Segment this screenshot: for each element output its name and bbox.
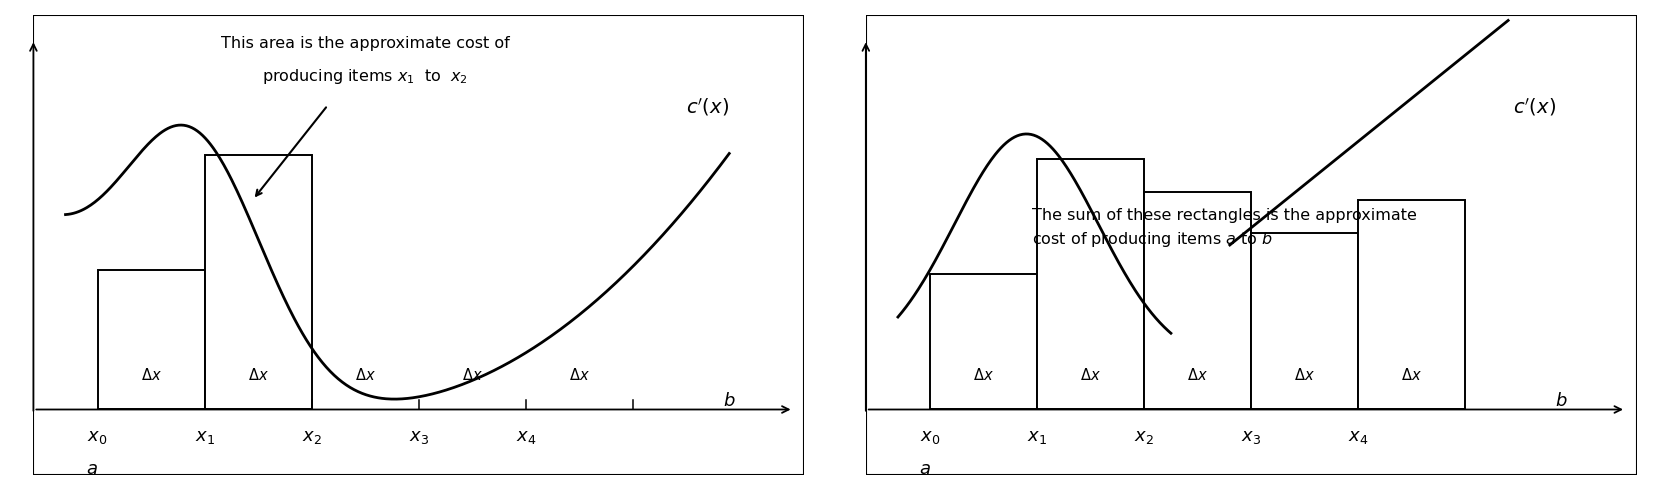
Bar (1144, 192, 1251, 410)
Text: $\Delta x$: $\Delta x$ (1080, 367, 1101, 383)
Bar (865, 15, 1637, 475)
Text: $x_1$: $x_1$ (195, 428, 215, 445)
Text: producing items $x_1$  to  $x_2$: producing items $x_1$ to $x_2$ (262, 67, 468, 86)
Bar (33, 15, 805, 475)
Bar (1251, 233, 1358, 410)
Text: $x_4$: $x_4$ (1348, 428, 1368, 445)
Text: $\Delta x$: $\Delta x$ (247, 367, 269, 383)
Text: $x_3$: $x_3$ (1241, 428, 1261, 445)
Text: $a$: $a$ (919, 461, 930, 479)
Text: The sum of these rectangles is the approximate
cost of producing items $a$ to $b: The sum of these rectangles is the appro… (1032, 208, 1416, 249)
Text: $b$: $b$ (1555, 392, 1568, 410)
Text: $\Delta x$: $\Delta x$ (569, 367, 590, 383)
Text: $\Delta x$: $\Delta x$ (1187, 367, 1207, 383)
Bar (930, 274, 1037, 410)
Text: $x_3$: $x_3$ (409, 428, 429, 445)
Text: $\Delta x$: $\Delta x$ (1294, 367, 1316, 383)
Bar (1358, 200, 1465, 410)
Text: $a$: $a$ (87, 461, 99, 479)
Text: $x_0$: $x_0$ (920, 428, 940, 445)
Bar (97, 270, 205, 410)
Text: $\Delta x$: $\Delta x$ (1401, 367, 1423, 383)
Text: $x_0$: $x_0$ (87, 428, 109, 445)
Text: $\Delta x$: $\Delta x$ (354, 367, 376, 383)
Bar (1037, 159, 1144, 410)
Text: $c'(x)$: $c'(x)$ (1513, 96, 1556, 118)
Text: $x_2$: $x_2$ (1134, 428, 1154, 445)
Text: $c'(x)$: $c'(x)$ (686, 96, 730, 118)
Text: $\Delta x$: $\Delta x$ (974, 367, 994, 383)
Text: $\Delta x$: $\Delta x$ (463, 367, 483, 383)
Bar (205, 154, 312, 410)
Text: $x_2$: $x_2$ (302, 428, 322, 445)
Text: $\Delta x$: $\Delta x$ (140, 367, 162, 383)
Text: $x_1$: $x_1$ (1027, 428, 1047, 445)
Text: This area is the approximate cost of: This area is the approximate cost of (220, 36, 509, 51)
Text: $x_4$: $x_4$ (516, 428, 536, 445)
Text: $b$: $b$ (723, 392, 735, 410)
